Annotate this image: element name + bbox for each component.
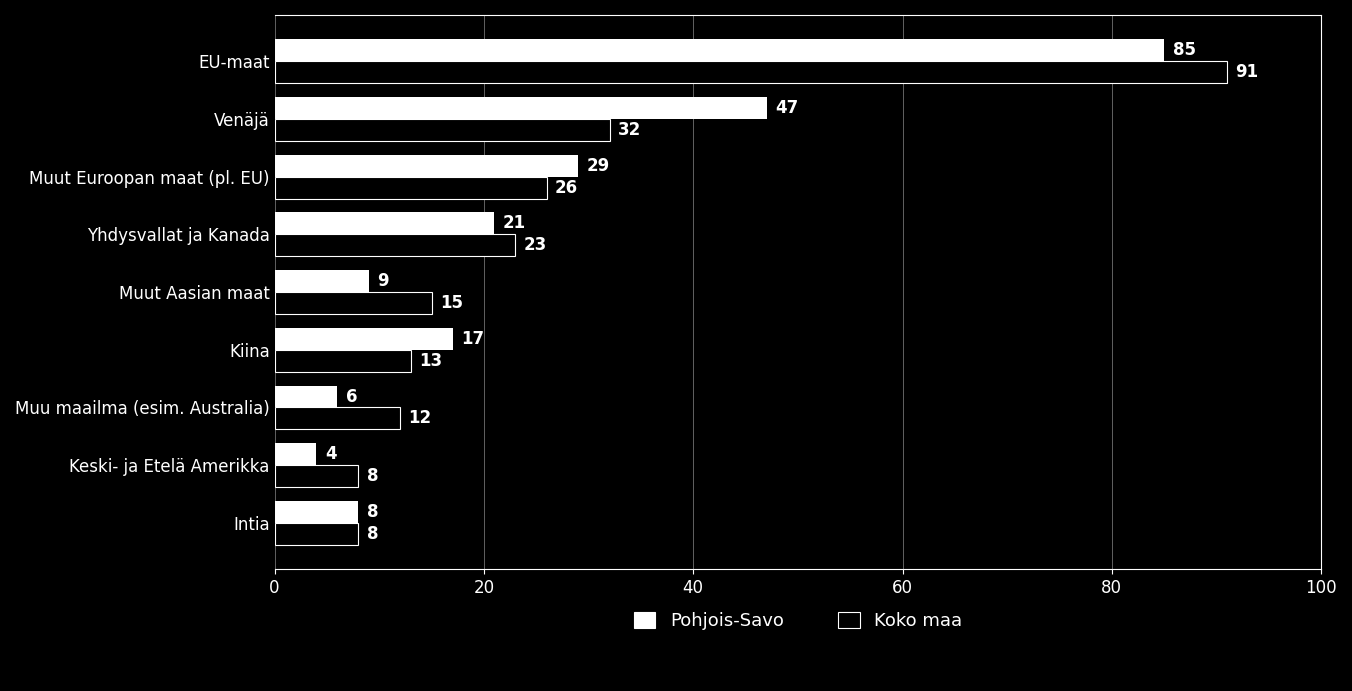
Bar: [274, 155, 579, 177]
Bar: [274, 292, 431, 314]
Text: 12: 12: [408, 410, 431, 428]
Bar: [274, 177, 546, 198]
Bar: [274, 350, 411, 372]
Bar: [274, 212, 495, 234]
Bar: [274, 270, 369, 292]
Text: 8: 8: [366, 525, 379, 543]
Text: 32: 32: [618, 121, 641, 139]
Bar: [274, 386, 338, 408]
Text: 23: 23: [523, 236, 548, 254]
Text: 47: 47: [775, 99, 798, 117]
Text: 85: 85: [1172, 41, 1195, 59]
Bar: [274, 465, 358, 487]
Bar: [274, 61, 1228, 83]
Bar: [274, 97, 767, 119]
Text: 6: 6: [346, 388, 357, 406]
Legend: Pohjois-Savo, Koko maa: Pohjois-Savo, Koko maa: [626, 605, 969, 638]
Bar: [274, 501, 358, 523]
Bar: [274, 328, 453, 350]
Text: 8: 8: [366, 467, 379, 485]
Text: 26: 26: [556, 178, 579, 196]
Text: 91: 91: [1236, 63, 1259, 81]
Bar: [274, 234, 515, 256]
Bar: [274, 408, 400, 429]
Bar: [274, 39, 1164, 61]
Bar: [274, 523, 358, 545]
Text: 29: 29: [587, 157, 610, 175]
Text: 13: 13: [419, 352, 442, 370]
Text: 4: 4: [324, 445, 337, 463]
Bar: [274, 443, 316, 465]
Text: 9: 9: [377, 272, 389, 290]
Text: 15: 15: [439, 294, 462, 312]
Text: 17: 17: [461, 330, 484, 348]
Text: 21: 21: [503, 214, 526, 232]
Bar: [274, 119, 610, 141]
Text: 8: 8: [366, 503, 379, 521]
